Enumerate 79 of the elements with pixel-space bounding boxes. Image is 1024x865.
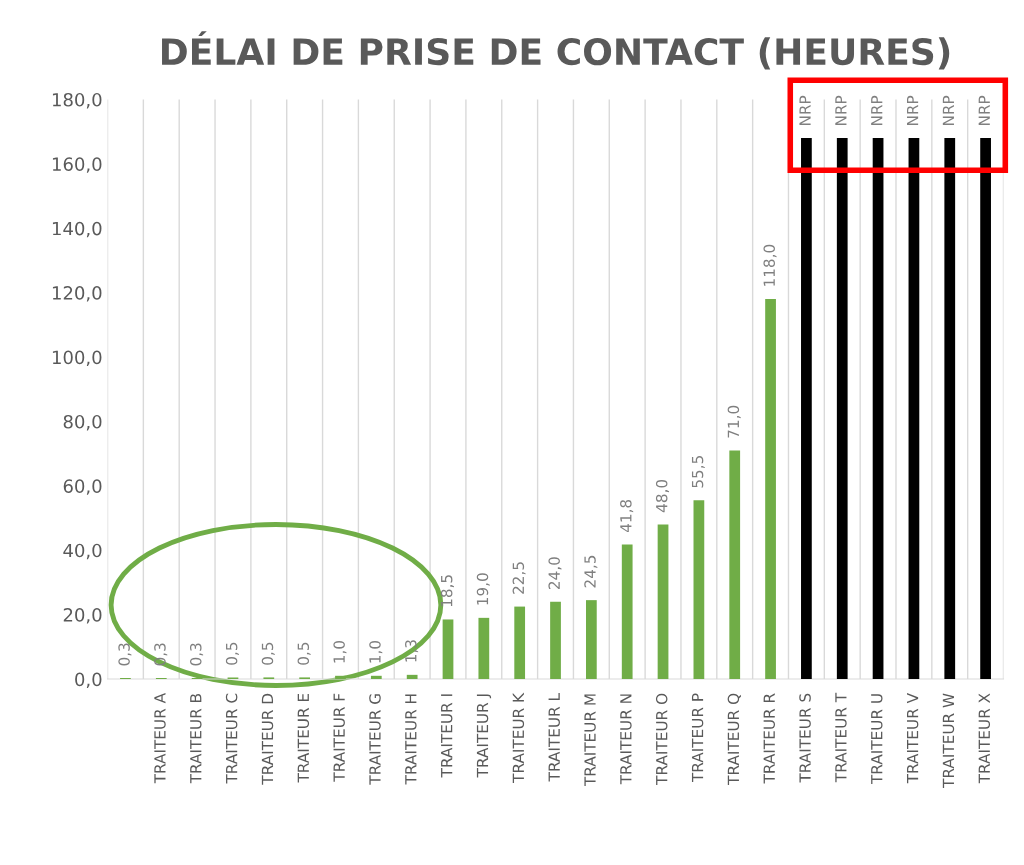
data-label: NRP	[799, 95, 811, 126]
data-label: 24,5	[584, 555, 598, 588]
bar	[478, 617, 490, 680]
x-tick-label: TRAITEUR L	[548, 693, 560, 782]
data-label: 71,0	[727, 405, 741, 438]
bar	[908, 138, 920, 680]
data-label: 1,0	[333, 640, 347, 663]
data-label: 0,5	[261, 642, 275, 665]
x-tick-label: TRAITEUR G	[369, 694, 381, 785]
bar	[370, 675, 382, 680]
y-tick-label: 160,0	[52, 157, 102, 173]
x-tick-label: TRAITEUR A	[154, 693, 166, 784]
data-label: 0,3	[154, 643, 168, 666]
data-label: 24,0	[548, 557, 562, 590]
bar	[944, 138, 956, 680]
y-tick-label: 60,0	[63, 479, 102, 495]
x-tick-label: TRAITEUR H	[405, 694, 417, 785]
data-label: 1,0	[369, 640, 383, 663]
bar	[550, 601, 561, 680]
x-tick-label: TRAITEUR C	[225, 693, 238, 784]
y-tick-label: 40,0	[63, 543, 102, 560]
x-tick-label: TRAITEUR X	[978, 693, 991, 784]
x-tick-label: TRAITEUR V	[907, 693, 919, 784]
x-tick-label: TRAITEUR O	[655, 693, 668, 785]
bar	[765, 299, 776, 680]
data-label: 18,5	[440, 575, 454, 607]
data-label: 118,0	[763, 244, 777, 286]
x-tick-label: TRAITEUR D	[261, 693, 274, 785]
y-tick-label: 120,0	[52, 286, 102, 302]
x-tick-label: TRAITEUR M	[584, 694, 596, 787]
data-label: 0,5	[297, 642, 311, 665]
bar	[980, 138, 991, 680]
x-tick-label: TRAITEUR U	[871, 694, 883, 785]
bar	[442, 619, 454, 680]
x-tick-label: TRAITEUR Q	[727, 693, 741, 785]
x-tick-label: TRAITEUR F	[333, 693, 345, 782]
bar	[693, 500, 705, 680]
bar	[406, 674, 418, 680]
bar	[335, 675, 346, 680]
x-tick-label: TRAITEUR W	[942, 693, 955, 788]
data-label: 55,5	[691, 456, 705, 488]
data-label: NRP	[907, 95, 919, 126]
x-tick-label: TRAITEUR T	[835, 692, 847, 783]
x-tick-label: TRAITEUR E	[297, 693, 310, 783]
x-tick-label: TRAITEUR K	[512, 692, 525, 783]
chart-title: DÉLAI DE PRISE DE CONTACT (HEURES)	[162, 31, 950, 70]
x-tick-label: TRAITEUR S	[799, 693, 811, 783]
bar	[836, 138, 848, 680]
y-tick-label: 0,0	[75, 672, 102, 688]
data-label: NRP	[942, 95, 954, 126]
data-label: 19,0	[476, 573, 490, 605]
data-label: 41,8	[620, 499, 634, 533]
data-label: 0,5	[225, 642, 239, 665]
x-tick-label: TRAITEUR P	[691, 693, 704, 783]
x-tick-label: TRAITEUR R	[763, 693, 775, 784]
bar	[872, 138, 884, 680]
bar	[585, 600, 597, 680]
x-tick-label: TRAITEUR B	[190, 693, 202, 784]
data-label: NRP	[871, 95, 883, 126]
y-tick-label: 180,0	[52, 92, 102, 109]
x-tick-label: TRAITEUR J	[476, 694, 492, 778]
data-label: NRP	[835, 95, 847, 126]
data-label: 0,3	[190, 643, 204, 666]
y-tick-label: 100,0	[52, 350, 102, 367]
bar	[657, 524, 669, 680]
bar	[621, 544, 633, 680]
y-tick-label: 140,0	[52, 221, 102, 238]
bar	[801, 138, 812, 680]
data-label: 48,0	[655, 479, 670, 513]
data-label: 1,3	[405, 640, 419, 662]
data-label: 22,5	[512, 562, 526, 594]
x-tick-label: TRAITEUR N	[620, 694, 632, 785]
data-label: NRP	[978, 95, 990, 126]
y-tick-label: 80,0	[63, 414, 102, 431]
y-tick-label: 20,0	[63, 608, 102, 624]
data-label: 0,3	[118, 643, 132, 666]
x-tick-label: TRAITEUR I	[441, 694, 453, 778]
bar	[514, 606, 526, 680]
bar	[729, 450, 741, 680]
